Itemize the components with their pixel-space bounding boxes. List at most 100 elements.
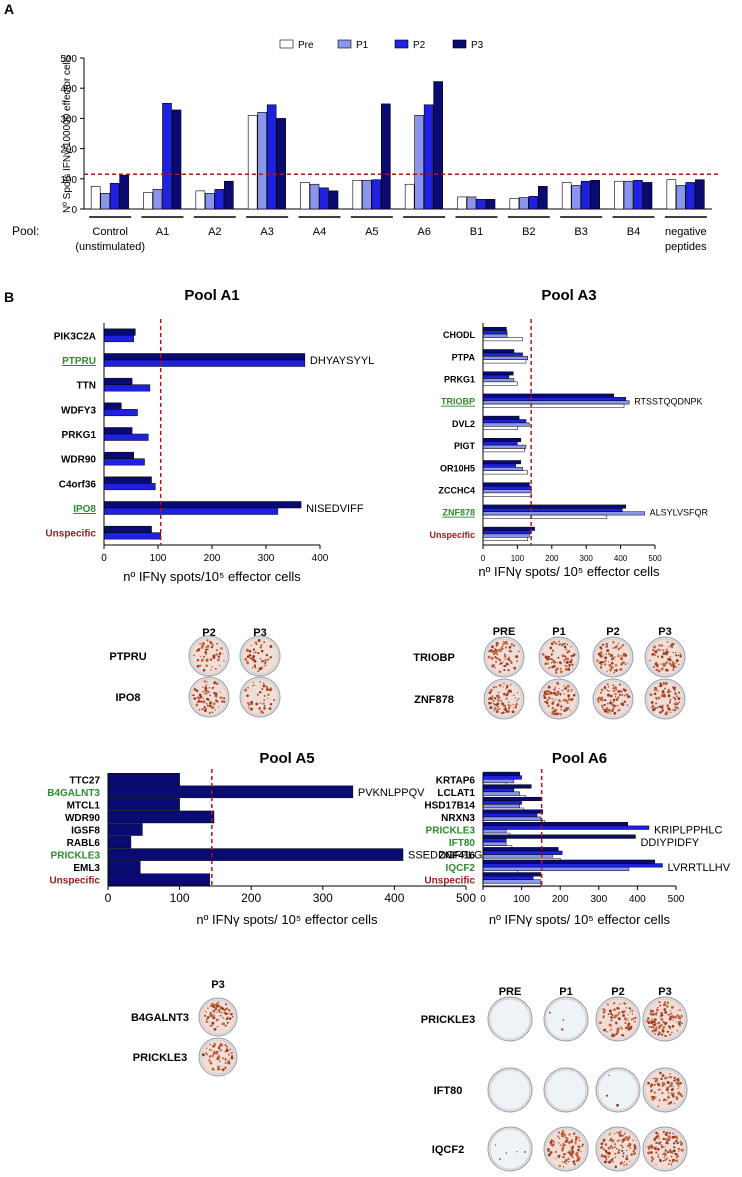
wellsA6-spot	[561, 1146, 565, 1150]
wellsA6-spot	[580, 1151, 582, 1153]
wellsA3-spot	[653, 645, 656, 649]
wellsA6-spot	[665, 1157, 669, 1160]
wellsA3-spot	[497, 648, 501, 652]
wellsA3-spot	[503, 661, 505, 663]
wellsA3-spot	[563, 709, 566, 712]
wellsA6-spot	[655, 1131, 658, 1135]
wellsA5-spot	[213, 1027, 217, 1031]
wellsA5-spot	[219, 1066, 221, 1068]
wellsA3-spot	[492, 699, 495, 702]
poolA6-category-label: LCLAT1	[437, 788, 475, 799]
wellsA3-spot	[666, 704, 670, 708]
wellsA6-spot	[653, 1138, 656, 1142]
wellsA6-spot	[607, 1003, 609, 1006]
wellsA3-spot	[493, 707, 497, 710]
wellsA6-spot	[623, 1161, 626, 1164]
wellsA3-spot	[550, 662, 553, 664]
wellsA3-spot	[516, 692, 519, 694]
wellsA6-spot	[671, 1031, 673, 1034]
wellsA3-spot	[665, 661, 668, 664]
wellsA3-spot	[543, 694, 545, 697]
panel-a-bar	[457, 196, 467, 210]
wellsA1-spot	[244, 658, 248, 661]
poolA3-bar	[482, 415, 520, 420]
wellsA5-spot	[224, 1058, 227, 1061]
panel-a-bar	[423, 104, 434, 210]
wellsA6-spot	[676, 1154, 679, 1158]
wellsA3-spot	[673, 697, 677, 701]
wellsA1-spot	[254, 641, 258, 644]
wellsA3-spot	[606, 689, 608, 691]
poolA6-bar	[482, 841, 507, 846]
panel-a-category-sublabel: peptides	[665, 241, 707, 253]
wellsA6-spot	[678, 1091, 680, 1093]
wellsA3-spot	[500, 699, 503, 703]
wellsA6-spot	[610, 1159, 613, 1162]
wellsA3-spot	[672, 642, 675, 645]
wellsA3-spot	[667, 688, 670, 691]
wellsA6-spot	[600, 1142, 604, 1146]
wellsA6-row-label: IQCF2	[432, 1144, 464, 1156]
poolA1-bar	[103, 451, 134, 459]
wellsA3-spot	[615, 669, 618, 672]
wellsA6-spot	[622, 1002, 624, 1004]
wellsA6-spot	[624, 1002, 626, 1004]
wellsA1-spot	[203, 680, 206, 683]
wellsA6-spot	[675, 1021, 677, 1023]
wellsA3-spot	[503, 653, 506, 656]
wellsA6-spot	[629, 1027, 632, 1030]
poolA5-bar	[107, 810, 215, 824]
panel-a-bar	[633, 180, 643, 210]
poolA3-bar	[482, 463, 516, 468]
wellsA3-spot	[617, 647, 621, 651]
poolA3-bar	[482, 419, 527, 424]
wellsA6-spot	[575, 1152, 579, 1156]
wellsA3-spot	[599, 661, 603, 665]
wellsA6-spot	[666, 1140, 669, 1143]
wellsA6-spot	[661, 1084, 664, 1087]
wellsA3-spot	[495, 643, 498, 646]
wellsA1-spot	[202, 700, 206, 704]
poolA3-bar	[482, 359, 527, 364]
wellsA6-spot	[628, 1007, 632, 1010]
poolA6-bar	[482, 816, 542, 821]
wellsA1-spot	[199, 642, 201, 645]
wellsA6-spot	[660, 1025, 662, 1027]
wellsA3-spot	[553, 640, 556, 644]
wellsA3-spot	[677, 654, 680, 657]
panel-a-legend-swatch	[394, 39, 409, 49]
poolA3-x-axis-label: nº IFNγ spots/ 10⁵ effector cells	[478, 564, 660, 579]
wellsA6-spot	[610, 1137, 612, 1140]
poolA5-category-label: B4GALNT3	[47, 788, 100, 799]
wellsA6-spot	[667, 1096, 670, 1099]
wellsA1-spot	[217, 706, 220, 708]
wellsA3-spot	[613, 671, 615, 674]
wellsA3-spot	[495, 660, 498, 663]
wellsA6-spot	[658, 1138, 660, 1140]
wellsA3-spot	[611, 658, 613, 660]
wellsA6-spot	[652, 1026, 655, 1029]
wellsA5-spot	[206, 1016, 210, 1019]
wellsA3-spot	[669, 690, 672, 693]
wellsA3-spot	[517, 650, 520, 653]
wellsA3-spot	[651, 704, 655, 708]
wellsA6-spot	[552, 1139, 555, 1142]
wellsA6-spot	[609, 1132, 612, 1134]
wellsA6-spot	[567, 1157, 570, 1161]
wellsA6-spot	[610, 1034, 614, 1037]
wellsA5-spot	[216, 1058, 218, 1060]
wellsA1-spot	[212, 702, 216, 706]
wellsA3-spot	[604, 663, 607, 666]
wellsA3-spot	[605, 707, 609, 710]
wellsA6-spot	[632, 1017, 635, 1020]
poolA3-bar	[482, 460, 522, 465]
wellsA6-spot	[602, 1140, 605, 1143]
panel-a-bar	[590, 180, 600, 210]
wellsA3-spot	[503, 664, 506, 668]
poolA3-category-label: DVL2	[452, 419, 475, 429]
wellsA6-spot	[629, 1147, 632, 1150]
wellsA1-spot	[250, 644, 252, 647]
wellsA3-spot	[567, 698, 571, 702]
wellsA6-spot	[657, 1155, 660, 1158]
wellsA3-spot	[505, 662, 509, 666]
